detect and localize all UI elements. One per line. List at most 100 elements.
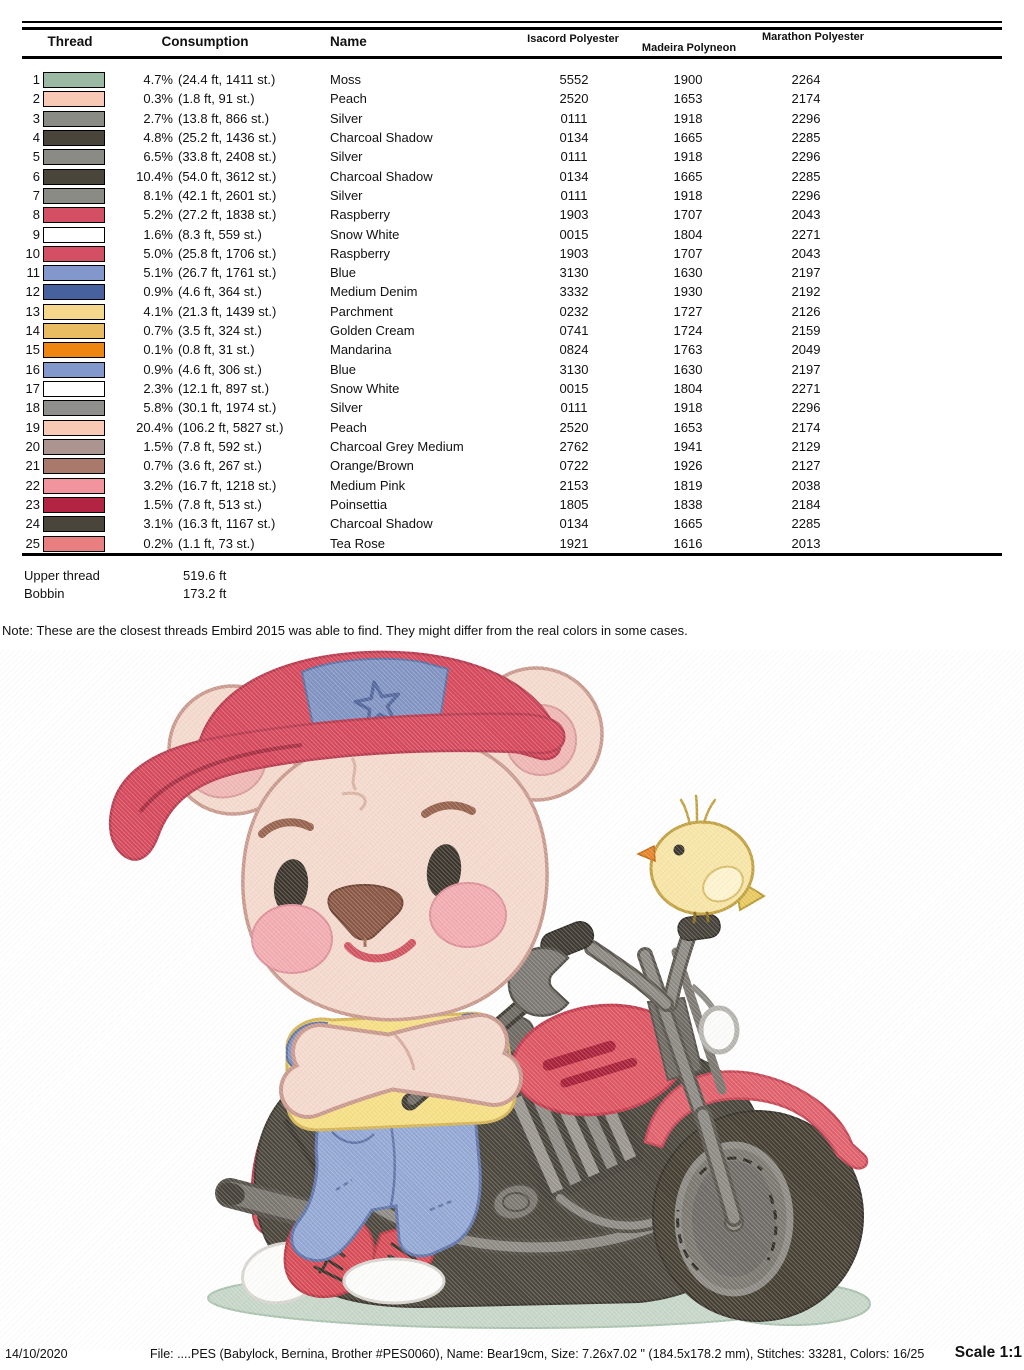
marathon-number: 2129 [791, 438, 821, 454]
thread-color-swatch [43, 284, 105, 301]
consumption-percent: 5.8% [143, 400, 173, 416]
isacord-number: 5552 [559, 72, 589, 87]
eyebrow-left [258, 818, 314, 838]
table-row: 8 5.2% (27.2 ft, 1838 st.) Raspberry 190… [0, 205, 1024, 224]
thread-name: Mandarina [330, 342, 392, 358]
thread-name: Golden Cream [330, 323, 415, 339]
marathon-number: 2296 [791, 400, 821, 416]
isacord-number: 2520 [559, 419, 589, 435]
consumption-detail: (4.6 ft, 306 st.) [178, 361, 262, 377]
thread-name: Medium Denim [330, 284, 418, 300]
thread-color-swatch [43, 72, 105, 88]
eye-left [273, 859, 309, 913]
consumption-percent: 5.2% [143, 207, 173, 223]
row-number: 10 [25, 245, 40, 261]
footer-file-info: File: ....PES (Babylock, Bernina, Brothe… [150, 1347, 925, 1361]
consumption-percent: 4.8% [143, 129, 173, 145]
madeira-number: 1665 [673, 129, 703, 145]
row-number: 17 [25, 381, 40, 396]
table-row: 25 0.2% (1.1 ft, 73 st.) Tea Rose 1921 1… [0, 534, 1024, 553]
top-rule-thin [22, 21, 1002, 23]
column-header-marathon: Marathon Polyester [761, 31, 865, 43]
thread-color-swatch [43, 303, 105, 320]
motorcycle [215, 794, 869, 1322]
thread-color-swatch [43, 477, 105, 494]
thread-color-swatch [43, 168, 105, 185]
thread-color-swatch [43, 265, 105, 282]
consumption-percent: 3.2% [143, 477, 173, 493]
marathon-number: 2285 [791, 516, 821, 532]
isacord-number: 2762 [559, 438, 589, 454]
top-rule-thick [22, 27, 1002, 30]
marathon-number: 2271 [791, 226, 821, 242]
consumption-percent: 0.7% [143, 323, 173, 339]
thread-color-swatch [43, 496, 105, 513]
consumption-percent: 4.7% [143, 72, 173, 87]
isacord-number: 1805 [559, 496, 589, 512]
isacord-number: 0015 [559, 381, 589, 396]
consumption-percent: 10.4% [136, 168, 173, 184]
table-row: 24 3.1% (16.3 ft, 1167 st.) Charcoal Sha… [0, 514, 1024, 533]
arms [279, 1013, 523, 1119]
face [251, 757, 507, 974]
consumption-detail: (25.2 ft, 1436 st.) [178, 129, 277, 145]
table-row: 16 0.9% (4.6 ft, 306 st.) Blue 3130 1630… [0, 360, 1024, 379]
consumption-detail: (21.3 ft, 1439 st.) [178, 303, 277, 319]
thread-color-swatch [43, 323, 105, 340]
madeira-number: 1653 [673, 91, 703, 107]
embroidery-design [108, 650, 871, 1329]
isacord-number: 0111 [560, 110, 588, 126]
madeira-number: 1763 [673, 342, 703, 358]
row-number: 1 [32, 72, 40, 87]
cap [108, 650, 566, 861]
thread-color-swatch [43, 361, 105, 378]
thread-name: Raspberry [330, 207, 390, 223]
consumption-detail: (1.1 ft, 73 st.) [178, 535, 255, 551]
thread-name: Silver [330, 187, 363, 203]
consumption-percent: 0.1% [143, 342, 173, 358]
thread-color-swatch [43, 381, 105, 397]
table-row: 18 5.8% (30.1 ft, 1974 st.) Silver 0111 … [0, 398, 1024, 417]
isacord-number: 1903 [559, 245, 589, 261]
isacord-number: 0741 [559, 323, 589, 339]
madeira-number: 1804 [673, 381, 703, 396]
thread-color-swatch [43, 438, 105, 455]
thread-name: Silver [330, 149, 363, 165]
consumption-percent: 0.3% [143, 91, 173, 107]
handlebar [540, 913, 740, 1055]
row-number: 24 [25, 516, 40, 532]
marathon-number: 2184 [791, 496, 821, 512]
column-header-madeira: Madeira Polyneon [641, 42, 737, 54]
thread-name: Orange/Brown [330, 458, 414, 474]
consumption-percent: 0.7% [143, 458, 173, 474]
thread-name: Charcoal Grey Medium [330, 438, 464, 454]
table-row: 13 4.1% (21.3 ft, 1439 st.) Parchment 02… [0, 302, 1024, 321]
thread-color-swatch [43, 91, 105, 108]
note-text: Note: These are the closest threads Embi… [2, 623, 688, 638]
table-row: 4 4.8% (25.2 ft, 1436 st.) Charcoal Shad… [0, 128, 1024, 147]
madeira-number: 1918 [673, 110, 703, 126]
eyebrow-right [421, 801, 476, 818]
thread-name: Poinsettia [330, 496, 388, 512]
thread-color-swatch [43, 207, 105, 224]
thread-name: Charcoal Shadow [330, 516, 433, 532]
marathon-number: 2296 [791, 187, 821, 203]
footer-scale: Scale 1:1 [954, 1344, 1022, 1361]
consumption-detail: (33.8 ft, 2408 st.) [178, 149, 277, 165]
isacord-number: 3130 [559, 265, 589, 281]
jeans [290, 1102, 482, 1262]
consumption-detail: (16.7 ft, 1218 st.) [178, 477, 277, 493]
table-row: 21 0.7% (3.6 ft, 267 st.) Orange/Brown 0… [0, 456, 1024, 475]
row-number: 5 [32, 149, 40, 165]
footer-date: 14/10/2020 [5, 1347, 68, 1361]
table-row: 7 8.1% (42.1 ft, 2601 st.) Silver 0111 1… [0, 186, 1024, 205]
consumption-detail: (30.1 ft, 1974 st.) [178, 400, 277, 416]
madeira-number: 1918 [673, 149, 703, 165]
thread-name: Silver [330, 110, 363, 126]
thread-color-swatch [43, 419, 105, 436]
consumption-detail: (25.8 ft, 1706 st.) [178, 245, 277, 261]
isacord-number: 0015 [559, 226, 589, 242]
consumption-percent: 4.1% [143, 303, 173, 319]
thread-name: Snow White [330, 381, 400, 396]
thread-color-swatch [43, 458, 105, 475]
